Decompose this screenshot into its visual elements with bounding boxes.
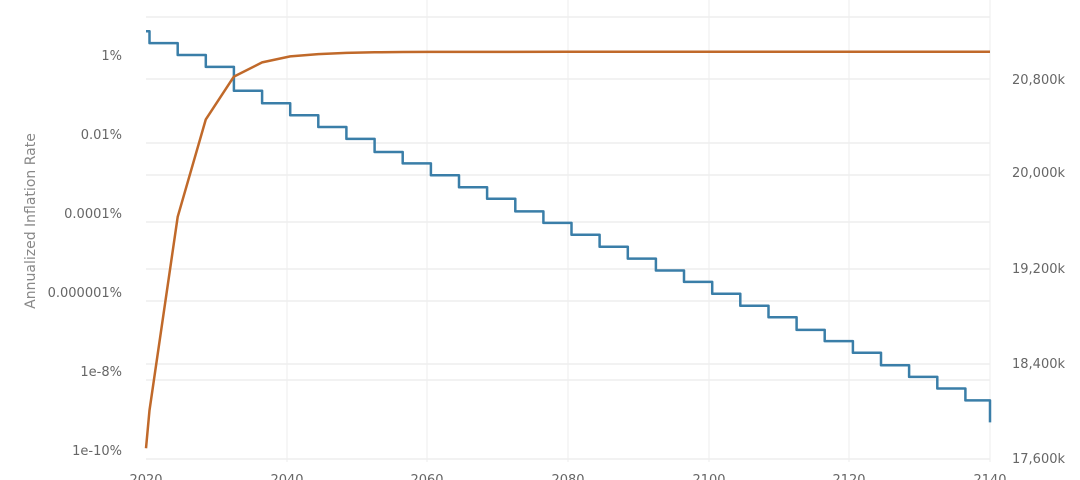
right-tick-label: 20,000k xyxy=(1012,166,1065,181)
right-tick-label: 20,800k xyxy=(1012,73,1065,88)
series-line-inflation-rate xyxy=(146,29,992,423)
y-axis-title-left: Annualized Inflation Rate xyxy=(23,133,39,309)
right-tick-label: 18,400k xyxy=(1012,357,1065,372)
x-tick-label: 2060 xyxy=(410,473,443,480)
x-tick-label: 2080 xyxy=(551,473,584,480)
left-tick-label: 1e-8% xyxy=(80,365,122,380)
x-axis: 2020 2040 2060 2080 2100 2120 2140 xyxy=(129,473,1006,480)
series-line-supply xyxy=(144,50,990,449)
x-tick-label: 2020 xyxy=(129,473,162,480)
right-tick-label: 17,600k xyxy=(1012,452,1065,467)
left-tick-label: 1% xyxy=(101,49,122,64)
series-layer xyxy=(144,29,992,449)
x-tick-label: 2100 xyxy=(692,473,725,480)
right-tick-label: 19,200k xyxy=(1012,262,1065,277)
left-tick-label: 0.000001% xyxy=(48,286,122,301)
left-tick-label: 1e-10% xyxy=(72,444,122,459)
gridlines xyxy=(146,0,991,462)
left-tick-label: 0.01% xyxy=(81,128,122,143)
right-axis: 20,800k 20,000k 19,200k 18,400k 17,600k xyxy=(1012,73,1065,467)
left-tick-label: 0.0001% xyxy=(64,207,122,222)
x-tick-label: 2140 xyxy=(973,473,1006,480)
x-tick-label: 2120 xyxy=(832,473,865,480)
left-axis: 1% 0.01% 0.0001% 0.000001% 1e-8% 1e-10% xyxy=(48,49,122,459)
x-tick-label: 2040 xyxy=(270,473,303,480)
